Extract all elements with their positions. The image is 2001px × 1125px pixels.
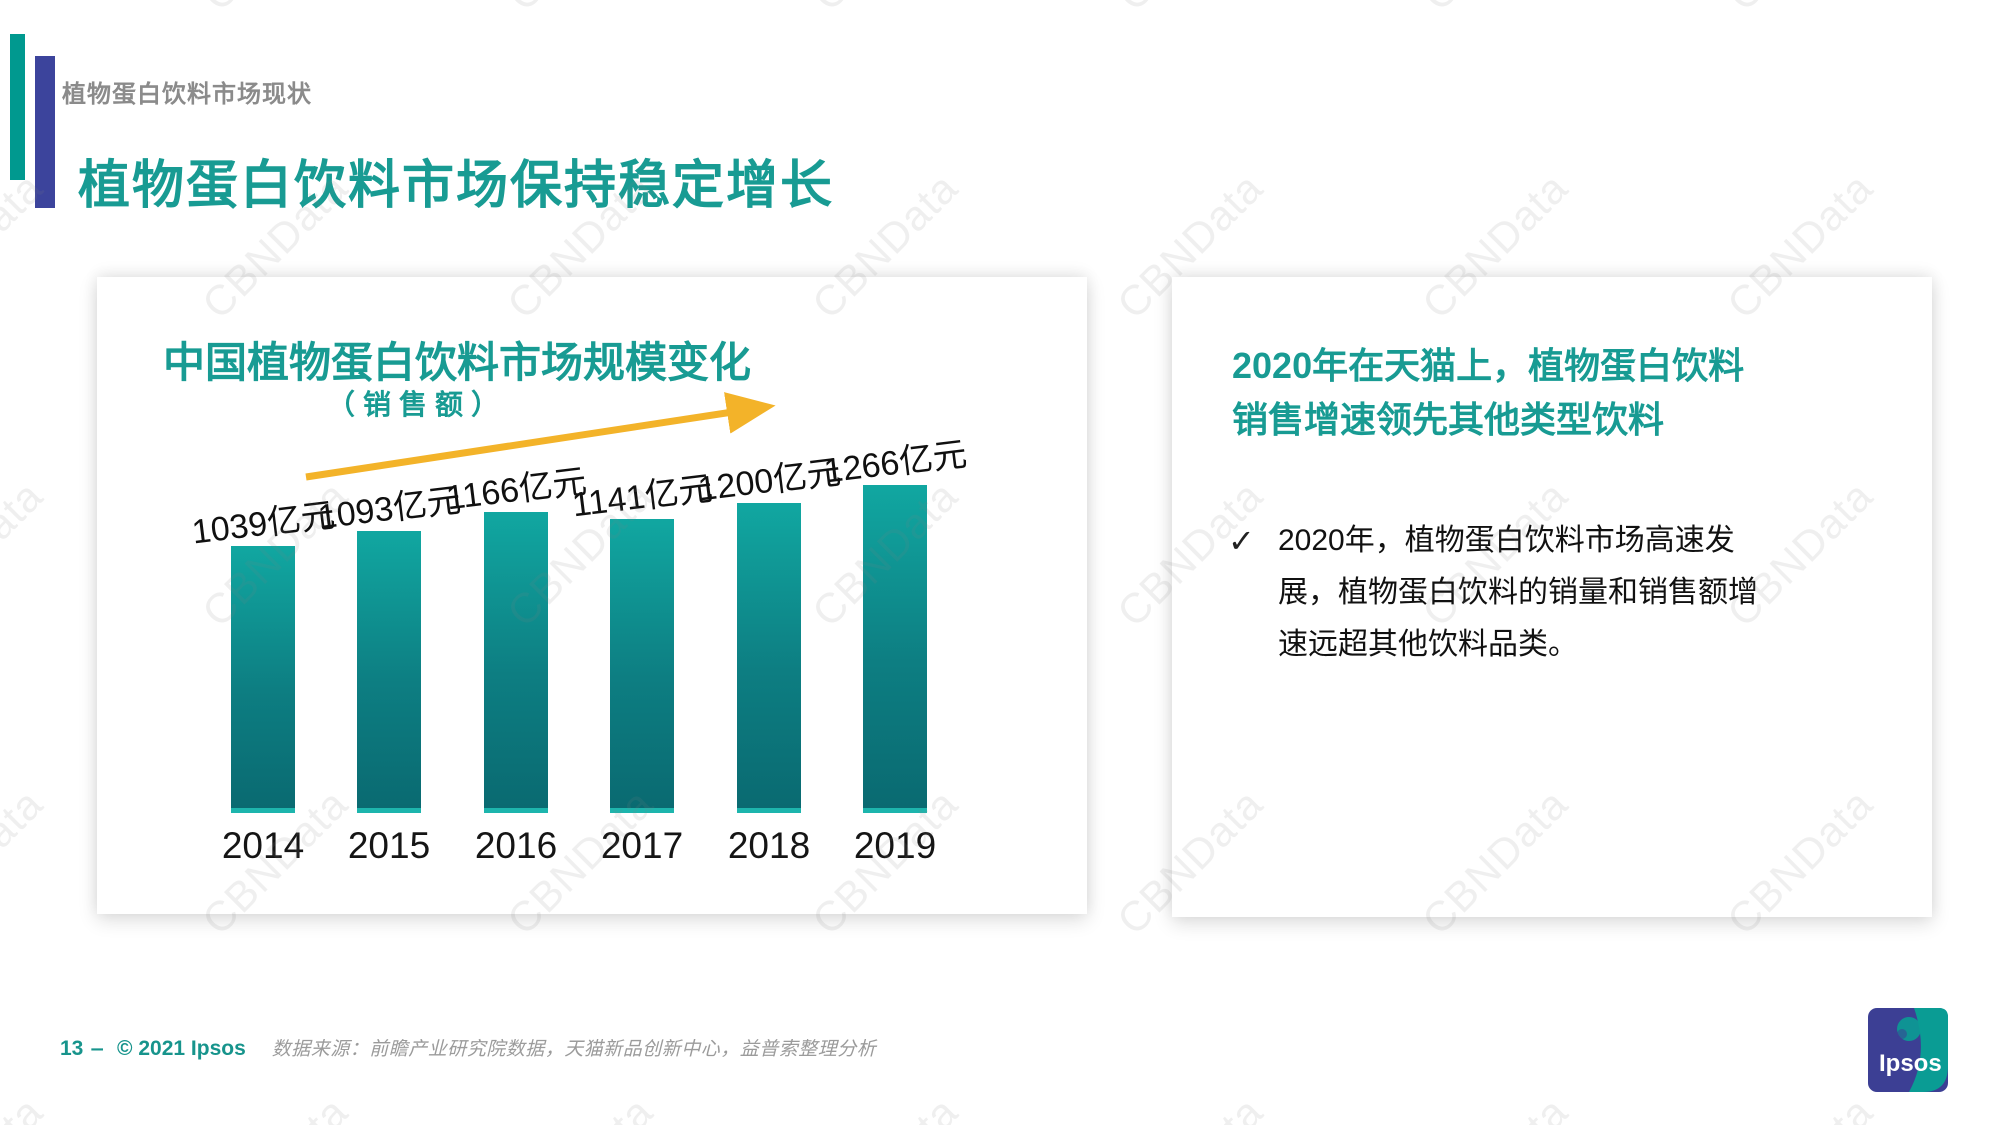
watermark-text: CBNData xyxy=(803,1088,967,1125)
bar-category-label: 2018 xyxy=(727,825,811,866)
bar-category-label: 2015 xyxy=(347,825,431,866)
insight-bullet: ✓ 2020年，植物蛋白饮料市场高速发展，植物蛋白饮料的销量和销售额增速远超其他… xyxy=(1228,515,1788,671)
page-number: 13 xyxy=(60,1037,84,1060)
insight-heading: 2020年在天猫上，植物蛋白饮料销售增速领先其他类型饮料 xyxy=(1232,345,1745,440)
decorative-teal-bar xyxy=(10,34,25,180)
watermark-text: CBNData xyxy=(0,471,52,636)
watermark-text: CBNData xyxy=(1413,0,1577,20)
data-source-note: 数据来源：前瞻产业研究院数据，天猫新品创新中心，益普索整理分析 xyxy=(271,1039,877,1060)
decorative-blue-bar xyxy=(35,56,55,208)
ipsos-logo-text: Ipsos xyxy=(1879,1050,1942,1077)
chart-bar xyxy=(357,531,421,813)
watermark-text: CBNData xyxy=(498,1088,662,1125)
watermark-text: CBNData xyxy=(1108,0,1272,20)
bar-category-label: 2014 xyxy=(221,825,305,866)
ipsos-logo: Ipsos xyxy=(1868,1008,1948,1092)
section-eyebrow: 植物蛋白饮料市场现状 xyxy=(62,81,312,108)
chart-bar xyxy=(737,503,801,813)
chart-bar xyxy=(484,512,548,813)
watermark-text: CBNData xyxy=(1108,1088,1272,1125)
watermark-text: CBNData xyxy=(193,0,357,20)
chart-title: 中国植物蛋白饮料市场规模变化 xyxy=(162,339,751,386)
insight-card: 2020年在天猫上，植物蛋白饮料销售增速领先其他类型饮料 ✓ 2020年，植物蛋… xyxy=(1172,277,1932,917)
checkmark-icon: ✓ xyxy=(1228,523,1255,559)
ipsos-logo-graphic: Ipsos xyxy=(1868,1008,1948,1092)
insight-bullet-text: 2020年，植物蛋白饮料市场高速发展，植物蛋白饮料的销量和销售额增速远超其他饮料… xyxy=(1278,524,1758,661)
bar-category-label: 2019 xyxy=(853,825,937,866)
chart-bar xyxy=(231,546,295,813)
watermark-text: CBNData xyxy=(1413,1088,1577,1125)
copyright-text: © 2021 Ipsos xyxy=(117,1037,246,1060)
chart-bar xyxy=(863,485,927,813)
watermark-text: CBNData xyxy=(193,1088,357,1125)
bar-category-label: 2017 xyxy=(600,825,684,866)
bar-category-label: 2016 xyxy=(474,825,558,866)
watermark-text: CBNData xyxy=(0,779,52,944)
page-number-dash: ‒ xyxy=(91,1037,104,1060)
watermark-text: CBNData xyxy=(0,0,52,20)
footer: 13 ‒ © 2021 Ipsos 数据来源：前瞻产业研究院数据，天猫新品创新中… xyxy=(60,1034,876,1061)
watermark-text: CBNData xyxy=(1718,0,1882,20)
watermark-text: CBNData xyxy=(0,1088,52,1125)
watermark-text: CBNData xyxy=(1718,1088,1882,1125)
page-title: 植物蛋白饮料市场保持稳定增长 xyxy=(78,157,835,215)
chart-bar xyxy=(610,519,674,813)
chart-card: 中国植物蛋白饮料市场规模变化 （销售额） 1039亿元 2014 1093亿元 201… xyxy=(97,277,1087,914)
watermark-text: CBNData xyxy=(803,0,967,20)
watermark-text: CBNData xyxy=(498,0,662,20)
chart-subtitle: （销售额） xyxy=(326,389,507,420)
